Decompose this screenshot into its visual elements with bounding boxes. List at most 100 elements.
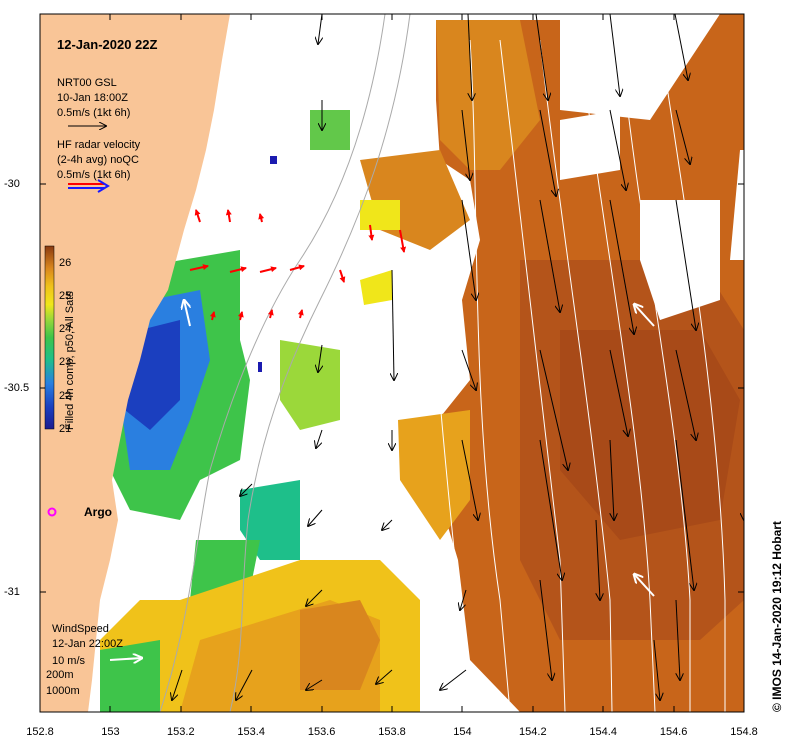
wind-legend-line2: 12-Jan 22:00Z [52,638,123,650]
gsl-arrow [461,349,476,390]
colorbar-tick-label: 23 [59,356,72,369]
gsl-arrow [609,349,628,436]
hf-arrow [267,309,274,319]
wind-arrow [634,304,655,327]
argo-label: Argo [84,505,112,519]
hf-legend-line2: (2-4h avg) noQC [57,154,139,166]
x-tick-label: 154 [453,726,472,738]
gsl-arrow [609,109,626,190]
x-tick-label: 152.8 [26,726,54,738]
hf-legend-arrowhead [97,179,110,193]
hf-arrow [229,266,247,273]
x-tick-label: 154.2 [519,726,547,738]
wind-legend-line3: 10 m/s [52,655,86,667]
hf-arrow [258,213,265,223]
axis-ticks [39,14,745,712]
colorbar-tick-label: 22 [59,389,72,402]
gsl-arrow [675,349,696,440]
gsl-arrow [675,199,696,330]
gsl-arrow [306,679,323,690]
gsl-arrow [674,14,688,80]
gsl-arrow [535,14,548,100]
gsl-arrow [539,439,562,580]
gsl-arrow [461,199,476,300]
sst-cell-cold [258,362,262,372]
hf-legend-line3: 0.5m/s (1kt 6h) [57,169,131,181]
wind-arrow [184,300,191,327]
colorbar-tick-label: 26 [59,256,72,269]
credit-text: © IMOS 14-Jan-2020 19:12 Hobart [770,521,784,712]
gsl-arrow [308,509,323,526]
hf-arrow [194,209,201,223]
gsl-arrow [539,579,552,680]
x-tick-label: 153.8 [378,726,406,738]
gsl-arrows [172,14,744,700]
sst-field-south [100,200,420,712]
hf-arrow [368,224,375,241]
x-tick-label: 154.6 [659,726,688,738]
hf-radar-arrows [189,209,407,321]
gsl-arrow [461,109,470,180]
gsl-arrow [653,639,660,700]
gsl-arrow [675,109,690,164]
colorbar [44,245,55,430]
gsl-arrow [240,483,253,496]
colorbar-tick-label: 25 [59,289,72,302]
x-tick-label: 153.4 [237,726,265,738]
x-tick-label: 153.6 [307,726,336,738]
gsl-arrow [539,109,556,196]
gsl-arrow [595,519,600,600]
sst-cell-cold [270,156,277,164]
gsl-legend-line1: NRT00 GSL [57,77,117,89]
hf-arrow [297,309,304,319]
colorbar-tick-label: 21 [59,423,72,435]
gsl-legend-line2: 10-Jan 18:00Z [57,92,128,104]
contour-1000m [229,14,411,712]
contour-200m [159,14,386,712]
gsl-arrow [609,14,620,96]
y-tick-label: -31 [4,586,20,598]
x-tick-label: 153.2 [167,726,195,738]
contour-1000m-label: 1000m [46,685,80,697]
gsl-arrow [318,344,322,372]
hf-arrow [189,264,209,271]
gsl-arrow [460,589,467,610]
hf-arrow [289,264,305,271]
gsl-arrow [467,14,472,100]
gsl-arrow [609,439,614,520]
map-title: 12-Jan-2020 22Z [57,37,158,52]
hf-arrow [209,311,216,321]
gsl-arrow [382,519,393,530]
gsl-arrow [318,14,322,44]
hf-legend-line1: HF radar velocity [57,139,141,151]
x-tick-label: 153 [101,726,120,738]
gsl-arrow [440,669,467,690]
wind-legend-arrow [109,658,142,660]
hf-arrow [237,311,244,321]
wind-arrows [184,300,655,597]
hf-arrow [399,229,407,253]
wind-arrow [634,574,655,597]
sst-field-east [360,14,744,712]
wind-legend-line1: WindSpeed [52,623,109,635]
gsl-arrow [306,589,323,606]
colorbar-tick-label: 24 [59,323,72,336]
gsl-arrow [675,599,680,680]
gsl-arrow [316,429,323,448]
hf-arrow [225,209,232,223]
gsl-arrow [609,199,634,334]
gsl-arrow [392,269,394,380]
gsl-arrow [539,199,560,312]
y-tick-label: -30 [4,178,20,190]
gsl-arrow [376,669,393,684]
gsl-arrow [461,439,478,520]
argo-marker [47,507,57,517]
gsl-arrow [172,669,183,700]
gsl-arrow [675,439,694,590]
contour-200m-label: 200m [46,669,74,681]
y-tick-label: -30.5 [4,382,30,394]
hf-arrow [339,269,346,283]
x-tick-label: 154.8 [730,726,758,738]
gsl-arrow [539,349,568,470]
